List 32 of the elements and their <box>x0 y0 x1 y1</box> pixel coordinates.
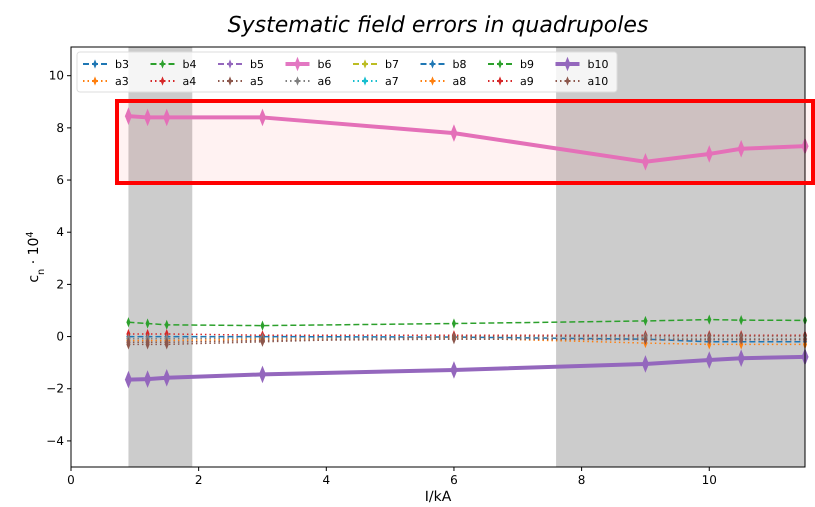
x-tick-label: 10 <box>702 473 717 487</box>
legend-label: a6 <box>318 75 332 88</box>
y-tick-label: −2 <box>46 382 64 396</box>
x-tick-label: 8 <box>578 473 586 487</box>
x-tick-label: 0 <box>67 473 75 487</box>
legend-label: a5 <box>250 75 264 88</box>
chart-title: Systematic field errors in quadrupoles <box>228 13 648 38</box>
y-tick-label: 0 <box>56 330 64 344</box>
y-tick-label: 4 <box>56 225 64 240</box>
x-axis-title: I/kA <box>424 489 452 505</box>
legend-label: a3 <box>115 75 129 88</box>
y-tick-label: 6 <box>56 173 64 188</box>
legend-label: a4 <box>182 75 196 88</box>
legend-label: b8 <box>452 58 466 71</box>
legend-label: b4 <box>182 58 196 71</box>
legend-label: b10 <box>588 58 608 71</box>
y-tick-label: 8 <box>56 120 64 135</box>
legend-label: b7 <box>385 58 399 71</box>
legend-label: a9 <box>520 75 534 88</box>
legend-label: a7 <box>385 75 399 88</box>
x-tick-label: 4 <box>322 473 330 487</box>
legend-label: b9 <box>520 58 534 71</box>
x-tick-label: 6 <box>450 473 458 487</box>
y-tick-label: 2 <box>56 277 64 292</box>
y-tick-label: 10 <box>48 68 64 83</box>
legend-label: b3 <box>115 58 129 71</box>
legend-label: b5 <box>250 58 264 71</box>
legend-label: b6 <box>318 58 332 71</box>
legend-label: a8 <box>452 75 466 88</box>
legend-label: a10 <box>588 75 608 88</box>
x-tick-label: 2 <box>194 473 202 487</box>
y-tick-label: −4 <box>46 434 64 448</box>
